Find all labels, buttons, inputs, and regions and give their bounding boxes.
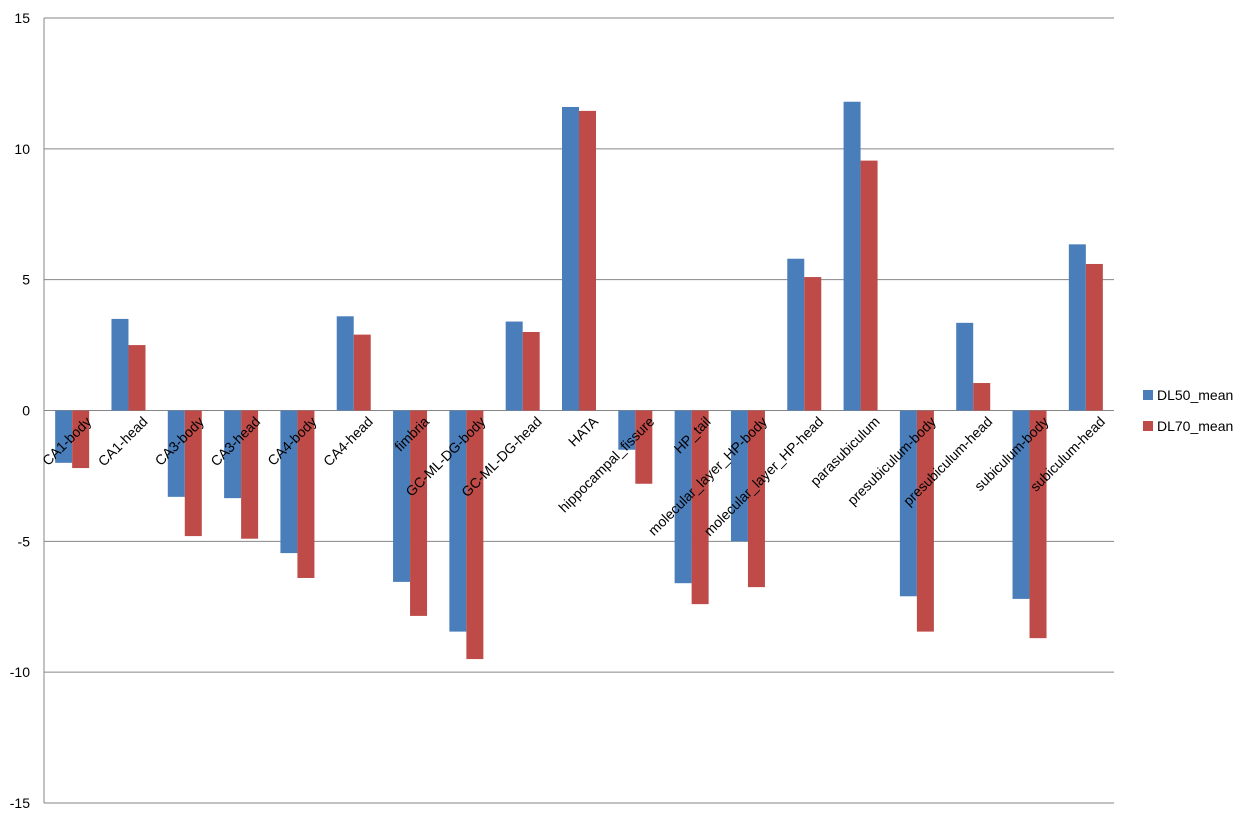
bar [1085,263,1103,411]
x-tick-label: CA4-head [320,413,376,469]
y-tick-label: 15 [14,10,30,26]
bar [280,410,298,554]
legend-swatch [1143,421,1153,431]
bar [72,410,90,469]
bar [1012,410,1030,599]
x-tick-label: HATA [565,413,602,450]
bar [730,410,748,542]
bar [916,410,934,632]
bar [579,110,596,411]
bar [466,410,484,660]
y-tick-label: -10 [10,664,30,680]
y-tick-label: 5 [22,272,30,288]
bar [899,410,917,597]
legend-label: DL50_mean [1157,387,1233,403]
bar [674,410,692,584]
bar [956,322,974,411]
bar [111,318,129,411]
bar [1029,410,1047,639]
bar [336,316,354,411]
bar [449,410,467,632]
bar [787,258,805,411]
bar [618,410,636,450]
bar [353,334,371,411]
bar [167,410,185,497]
bar [224,410,242,499]
y-tick-label: 0 [22,403,30,419]
bar [973,383,991,411]
bar [522,332,540,411]
bar [635,410,653,484]
x-tick-label: CA1-head [95,413,151,469]
bar [691,410,709,605]
legend-label: DL70_mean [1157,418,1233,434]
bar [804,277,822,411]
bar [241,410,259,539]
bar [55,410,73,463]
bar [562,106,579,411]
bar [747,410,765,588]
bar [505,321,523,411]
bar [128,345,146,411]
bar [297,410,315,578]
bar [393,410,411,582]
bar [1068,244,1086,411]
bar [410,410,428,616]
legend-swatch [1143,390,1153,400]
bar [843,101,861,411]
y-tick-label: -5 [18,533,31,549]
y-tick-label: -15 [10,795,30,811]
bar [184,410,202,537]
bar [860,160,878,411]
y-tick-label: 10 [14,141,30,157]
